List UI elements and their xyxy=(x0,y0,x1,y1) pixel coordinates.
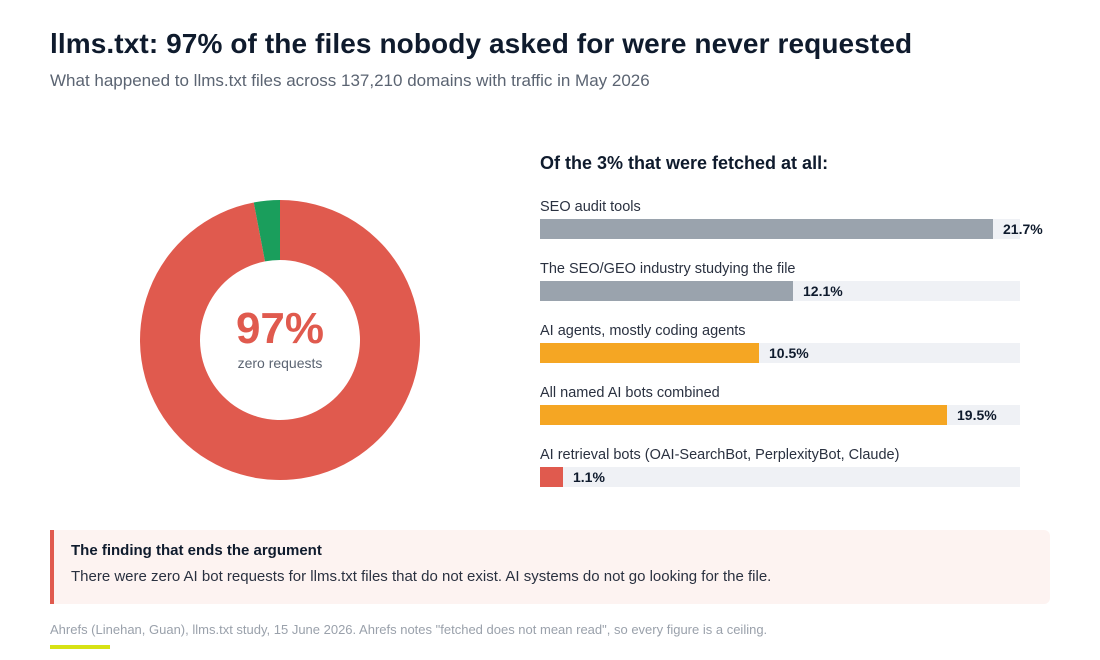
bar-track: 1.1% xyxy=(540,467,1020,487)
bar-row: All named AI bots combined 19.5% xyxy=(540,385,1020,437)
accent-line xyxy=(50,645,110,649)
bar-row: SEO audit tools 21.7% xyxy=(540,199,1043,251)
bar-label: AI retrieval bots (OAI-SearchBot, Perple… xyxy=(540,447,900,463)
bar-track: 21.7% xyxy=(540,219,1043,239)
bar-row: AI retrieval bots (OAI-SearchBot, Perple… xyxy=(540,447,1020,499)
callout-title: The finding that ends the argument xyxy=(71,542,322,559)
bar xyxy=(540,219,993,239)
donut-slice-fetched xyxy=(253,200,280,262)
page-subtitle: What happened to llms.txt files across 1… xyxy=(50,71,650,90)
bar-label: SEO audit tools xyxy=(540,199,641,215)
donut-center-label: zero requests xyxy=(237,355,323,371)
donut-center-value: 97% xyxy=(235,304,325,353)
donut-slice-zero-requests xyxy=(140,200,420,480)
donut-chart xyxy=(140,200,420,480)
bar xyxy=(540,343,759,363)
bar-track: 19.5% xyxy=(540,405,1020,425)
source-note: Ahrefs (Linehan, Guan), llms.txt study, … xyxy=(50,622,768,637)
bar xyxy=(540,405,947,425)
bar-value-label: 12.1% xyxy=(803,283,843,299)
bar xyxy=(540,281,793,301)
bar-value-label: 19.5% xyxy=(957,407,997,423)
bar-value-label: 1.1% xyxy=(573,469,605,485)
bar-label: The SEO/GEO industry studying the file xyxy=(540,261,796,277)
bar-value-label: 10.5% xyxy=(769,345,809,361)
bar-value-label: 21.7% xyxy=(1003,221,1043,237)
bar-track: 10.5% xyxy=(540,343,1020,363)
bar xyxy=(540,467,563,487)
bar-label: All named AI bots combined xyxy=(540,385,720,401)
bar-label: AI agents, mostly coding agents xyxy=(540,323,746,339)
finding-callout: The finding that ends the argument There… xyxy=(50,530,1050,604)
page-title: llms.txt: 97% of the files nobody asked … xyxy=(50,28,913,59)
bar-row: AI agents, mostly coding agents 10.5% xyxy=(540,323,1020,375)
donut-center: 97% zero requests xyxy=(135,304,425,372)
bar-track: 12.1% xyxy=(540,281,1020,301)
bar-chart-heading: Of the 3% that were fetched at all: xyxy=(540,153,829,173)
callout-body: There were zero AI bot requests for llms… xyxy=(71,568,772,585)
bar-row: The SEO/GEO industry studying the file 12… xyxy=(540,261,1020,313)
